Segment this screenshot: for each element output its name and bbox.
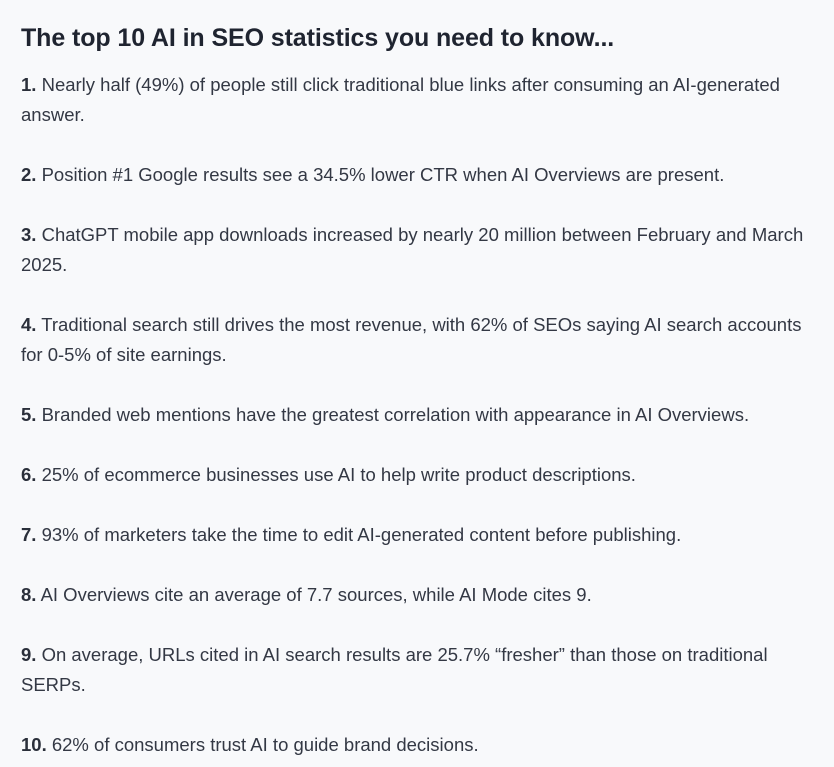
stat-text: ChatGPT mobile app downloads increased b… — [21, 224, 804, 275]
stat-number: 1. — [21, 74, 37, 95]
stat-number: 8. — [21, 584, 37, 605]
page-title: The top 10 AI in SEO statistics you need… — [21, 24, 615, 52]
stat-text: Position #1 Google results see a 34.5% l… — [41, 164, 725, 185]
stat-item: 8. AI Overviews cite an average of 7.7 s… — [21, 580, 814, 610]
stat-text: 93% of marketers take the time to edit A… — [41, 524, 682, 545]
stat-item: 4. Traditional search still drives the m… — [21, 310, 814, 370]
stat-item: 1. Nearly half (49%) of people still cli… — [21, 70, 814, 130]
stat-item: 10. 62% of consumers trust AI to guide b… — [21, 730, 814, 760]
stat-number: 3. — [21, 224, 37, 245]
stat-number: 4. — [21, 314, 37, 335]
stat-text: Nearly half (49%) of people still click … — [21, 74, 780, 125]
stat-number: 6. — [21, 464, 37, 485]
stat-number: 2. — [21, 164, 37, 185]
stat-number: 10. — [21, 734, 47, 755]
stat-item: 6. 25% of ecommerce businesses use AI to… — [21, 460, 814, 490]
stat-item: 2. Position #1 Google results see a 34.5… — [21, 160, 814, 190]
stat-number: 9. — [21, 644, 37, 665]
stat-number: 5. — [21, 404, 37, 425]
stat-item: 5. Branded web mentions have the greates… — [21, 400, 814, 430]
stat-text: 25% of ecommerce businesses use AI to he… — [41, 464, 636, 485]
stat-text: On average, URLs cited in AI search resu… — [21, 644, 768, 695]
stat-item: 3. ChatGPT mobile app downloads increase… — [21, 220, 814, 280]
stat-item: 9. On average, URLs cited in AI search r… — [21, 640, 814, 700]
stat-item: 7. 93% of marketers take the time to edi… — [21, 520, 814, 550]
stat-number: 7. — [21, 524, 37, 545]
stat-text: Traditional search still drives the most… — [21, 314, 802, 365]
stat-text: Branded web mentions have the greatest c… — [41, 404, 750, 425]
stat-text: 62% of consumers trust AI to guide brand… — [51, 734, 479, 755]
stat-text: AI Overviews cite an average of 7.7 sour… — [40, 584, 592, 605]
stats-list: 1. Nearly half (49%) of people still cli… — [21, 70, 814, 760]
